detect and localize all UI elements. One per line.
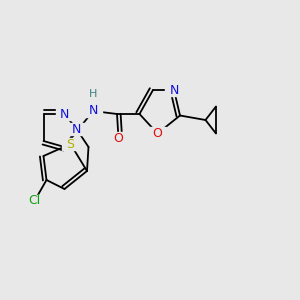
Bar xyxy=(62,138,79,150)
Text: N: N xyxy=(169,83,179,97)
Bar xyxy=(84,88,102,101)
Bar xyxy=(84,105,102,117)
Bar xyxy=(68,123,85,135)
Text: N: N xyxy=(60,107,69,121)
Bar xyxy=(149,127,166,140)
Text: O: O xyxy=(153,127,162,140)
Text: Cl: Cl xyxy=(28,194,40,208)
Bar xyxy=(110,132,127,144)
Text: H: H xyxy=(89,89,97,100)
Text: S: S xyxy=(67,137,74,151)
Bar xyxy=(165,84,183,96)
Text: N: N xyxy=(88,104,98,118)
Text: N: N xyxy=(72,122,81,136)
Bar xyxy=(56,108,73,120)
Text: O: O xyxy=(114,131,123,145)
Bar xyxy=(26,195,43,207)
